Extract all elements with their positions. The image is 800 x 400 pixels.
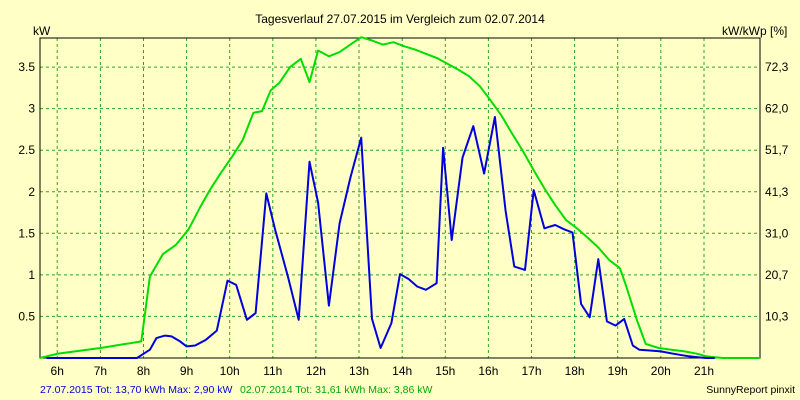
x-tick-label: 20h <box>651 364 671 378</box>
y-tick-label-left: 1 <box>28 268 35 282</box>
series-line-27.07.2015 <box>46 116 715 359</box>
y-tick-label-right: 10,3 <box>765 309 789 323</box>
x-tick-label: 8h <box>137 364 150 378</box>
x-tick-label: 17h <box>521 364 541 378</box>
x-tick-label: 6h <box>51 364 64 378</box>
y-tick-label-left: 3 <box>28 102 35 116</box>
x-tick-label: 7h <box>94 364 107 378</box>
y-tick-label-right: 20,7 <box>765 268 789 282</box>
x-tick-label: 15h <box>435 364 455 378</box>
y-tick-label-right: 41,3 <box>765 185 789 199</box>
grid-lines <box>40 38 760 358</box>
y-tick-label-right: 62,0 <box>765 102 789 116</box>
chart-title: Tagesverlauf 27.07.2015 im Vergleich zum… <box>255 12 545 26</box>
series-lines <box>39 36 760 359</box>
y-tick-label-left: 2.5 <box>18 143 35 157</box>
y-tick-label-left: 3.5 <box>18 60 35 74</box>
x-tick-label: 16h <box>478 364 498 378</box>
y-tick-label-left: 0.5 <box>18 309 35 323</box>
series-line-02.07.2014 <box>39 36 760 359</box>
x-tick-label: 21h <box>694 364 714 378</box>
y-tick-label-left: 2 <box>28 185 35 199</box>
footer-summary-2014: 02.07.2014 Tot: 31,61 kWh Max: 3,86 kW <box>240 384 433 396</box>
y-axis-label-left: kW <box>33 24 51 38</box>
plot-frame <box>39 37 761 359</box>
y-tick-label-right: 72,3 <box>765 60 789 74</box>
axis-ticks: 6h 7h 8h 9h 10h 11h 12h 13h 14h 15h 16h 17h 18h 19h 20… <box>18 60 788 378</box>
x-tick-label: 14h <box>392 364 412 378</box>
x-tick-label: 18h <box>565 364 585 378</box>
y-tick-label-right: 31,0 <box>765 226 789 240</box>
footer-credit: SunnyReport pinxit <box>706 384 795 396</box>
x-tick-label: 19h <box>608 364 628 378</box>
x-tick-label: 10h <box>220 364 240 378</box>
x-tick-label: 9h <box>180 364 193 378</box>
x-tick-label: 13h <box>349 364 369 378</box>
footer-summary-2015: 27.07.2015 Tot: 13,70 kWh Max: 2,90 kW <box>40 384 233 396</box>
x-tick-label: 11h <box>263 364 282 378</box>
y-tick-label-right: 51,7 <box>765 143 789 157</box>
y-tick-label-left: 1.5 <box>18 226 35 240</box>
y-axis-label-right: kW/kWp [%] <box>722 24 787 38</box>
x-tick-label: 12h <box>306 364 326 378</box>
